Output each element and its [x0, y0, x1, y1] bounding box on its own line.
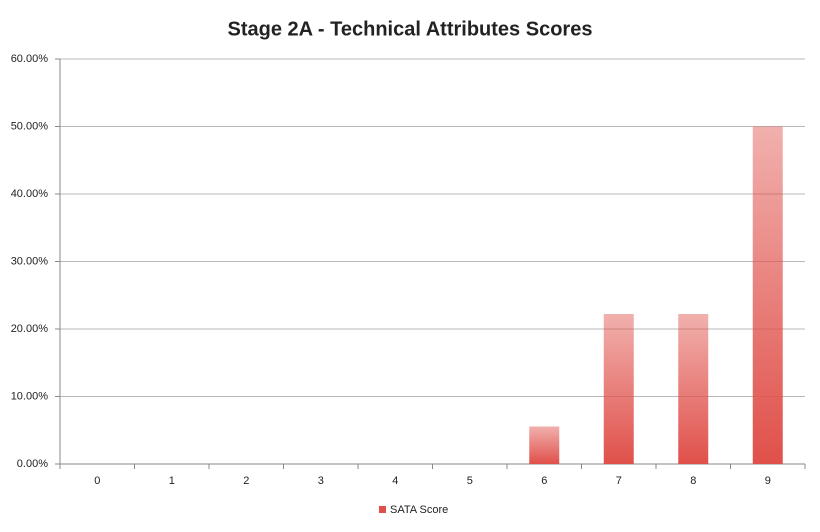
legend-swatch	[379, 506, 386, 513]
x-tick-label: 9	[765, 475, 771, 487]
y-tick-label: 10.00%	[11, 390, 49, 402]
bar	[752, 126, 783, 464]
bar	[678, 314, 709, 464]
x-tick-label: 6	[541, 475, 547, 487]
x-tick-label: 3	[318, 475, 324, 487]
x-tick-label: 1	[169, 475, 175, 487]
bar	[529, 426, 560, 464]
chart-title: Stage 2A - Technical Attributes Scores	[228, 18, 593, 40]
y-tick-label: 50.00%	[11, 120, 49, 132]
y-tick-label: 30.00%	[11, 255, 49, 267]
x-tick-label: 4	[392, 475, 398, 487]
x-tick-label: 7	[616, 475, 622, 487]
y-tick-label: 0.00%	[17, 458, 48, 470]
x-tick-label: 2	[243, 475, 249, 487]
x-tick-label: 5	[467, 475, 473, 487]
bar	[603, 314, 634, 464]
legend-label: SATA Score	[390, 504, 448, 516]
x-tick-label: 8	[690, 475, 696, 487]
y-tick-label: 20.00%	[11, 323, 49, 335]
x-tick-label: 0	[94, 475, 100, 487]
y-tick-label: 40.00%	[11, 188, 49, 200]
y-tick-label: 60.00%	[11, 53, 49, 65]
